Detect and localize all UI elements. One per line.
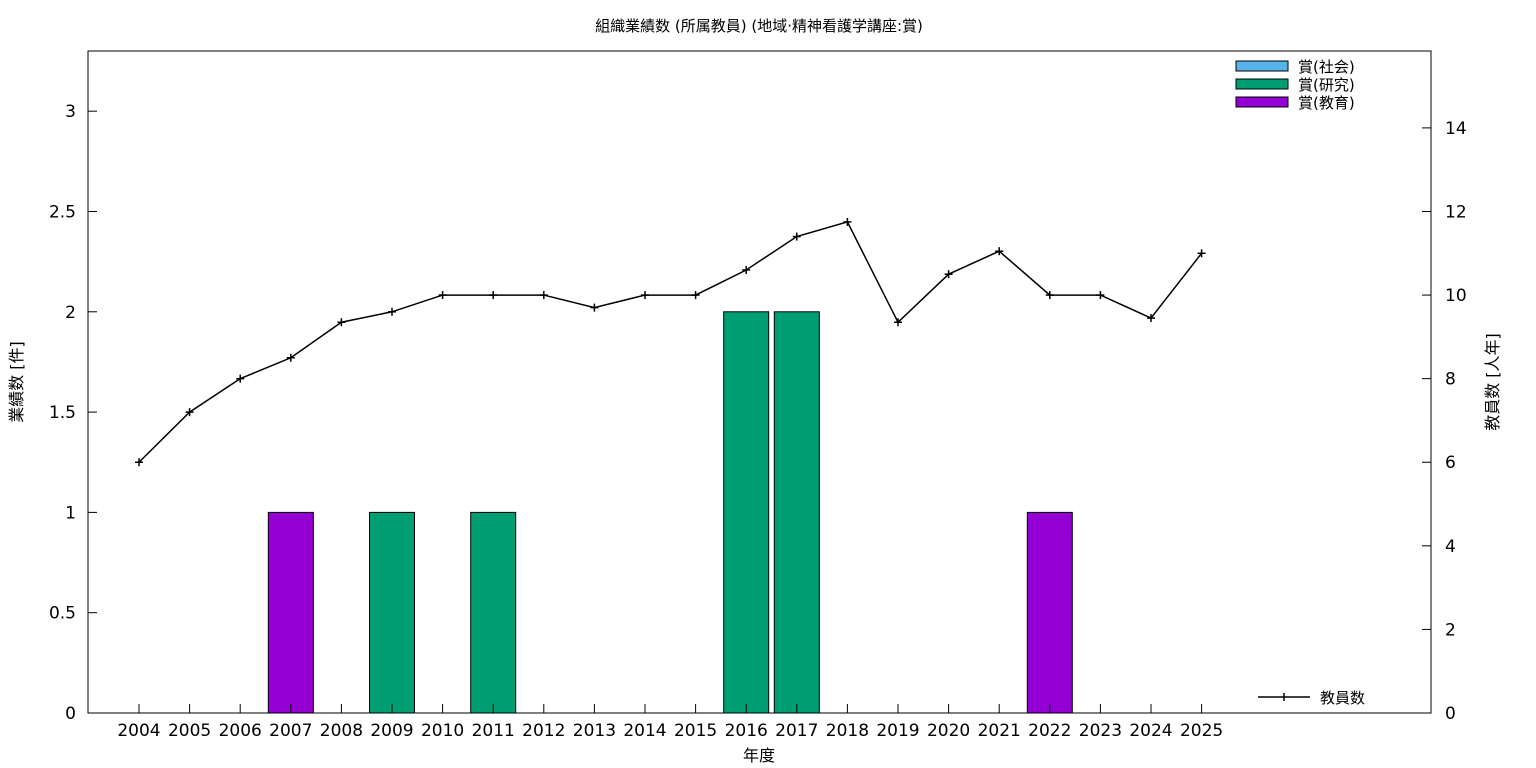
y-tick-label: 0: [65, 704, 76, 724]
bar-2022-series-2: [1026, 511, 1073, 714]
line-point-2014: [641, 291, 649, 300]
axes-group: 0 0.5 1 1.5 2 2.5 3 0 2 4 6 8 10 12 14 2004 2005 2006 2007…: [49, 102, 1467, 741]
y-tick-label: 3: [65, 102, 76, 122]
x-tick-label: 2019: [876, 721, 919, 741]
x-tick-label: 2021: [978, 721, 1021, 741]
line-point-2005: [185, 408, 194, 417]
line-point-2021: [995, 247, 1004, 256]
y2-axis-label: 教員数 [人年]: [1483, 333, 1502, 431]
bar-group: [267, 311, 1073, 714]
line-point-2004: [135, 458, 143, 467]
bar-2017-series-1: [773, 311, 820, 714]
line-faculty-count: [138, 221, 1203, 463]
line-point-2016: [742, 265, 751, 274]
x-tick-label: 2022: [1028, 721, 1071, 741]
line-point-2007: [286, 353, 295, 362]
x-tick-label: 2011: [472, 721, 515, 741]
line-point-2017: [792, 232, 801, 241]
y2-tick-label: 8: [1445, 370, 1456, 390]
line-point-2010: [438, 291, 447, 300]
line-point-2008: [337, 318, 346, 327]
x-tick-label: 2017: [775, 721, 818, 741]
bar-2016-series-1: [723, 311, 770, 714]
y2-tick-label: 4: [1445, 537, 1456, 557]
x-tick-label: 2007: [269, 721, 312, 741]
line-point-2024: [1147, 314, 1155, 323]
line-series-group: [135, 217, 1206, 467]
line-point-2011: [489, 291, 498, 300]
bar-2011-series-1: [470, 511, 517, 714]
y2-tick-label: 6: [1445, 453, 1456, 473]
legend-swatch-2: [1235, 96, 1289, 108]
line-point-2020: [944, 270, 953, 279]
x-tick-label: 2004: [117, 721, 160, 741]
y-tick-label: 2: [65, 303, 76, 323]
legend-swatch-1: [1235, 78, 1289, 90]
x-tick-label: 2015: [674, 721, 717, 741]
y-tick-label: 1: [65, 503, 76, 523]
legend: 賞(社会)賞(研究)賞(教育): [1235, 58, 1355, 112]
y2-tick-label: 14: [1445, 119, 1467, 139]
x-tick-label: 2006: [219, 721, 262, 741]
x-tick-label: 2005: [168, 721, 211, 741]
line-point-2022: [1045, 291, 1054, 300]
x-tick-label: 2020: [927, 721, 970, 741]
legend-label-0: 賞(社会): [1298, 58, 1355, 76]
bar-2007-series-2: [267, 511, 314, 714]
x-axis-label: 年度: [743, 746, 775, 765]
chart-title: 組織業績数 (所属教員) (地域·精神看護学講座:賞): [595, 17, 923, 35]
x-tick-label: 2024: [1129, 721, 1172, 741]
x-tick-label: 2018: [826, 721, 869, 741]
x-tick-label: 2012: [522, 721, 565, 741]
y-tick-label: 0.5: [49, 604, 76, 624]
y-tick-label: 2.5: [49, 202, 76, 222]
x-tick-label: 2010: [421, 721, 464, 741]
y2-tick-label: 2: [1445, 620, 1456, 640]
line-legend: 教員数: [1258, 689, 1365, 707]
line-point-2019: [894, 318, 902, 327]
line-point-2018: [843, 217, 852, 226]
legend-label-2: 賞(教育): [1298, 94, 1355, 112]
line-point-2025: [1197, 249, 1206, 258]
line-point-2013: [590, 303, 599, 312]
y2-tick-label: 0: [1445, 704, 1456, 724]
line-point-2012: [539, 291, 548, 300]
x-tick-label: 2014: [623, 721, 666, 741]
x-tick-label: 2009: [370, 721, 413, 741]
x-tick-label: 2008: [320, 721, 363, 741]
line-legend-label: 教員数: [1320, 689, 1365, 707]
legend-swatch-0: [1235, 60, 1289, 72]
line-point-2015: [691, 291, 700, 300]
y-axis-label: 業績数 [件]: [7, 341, 26, 423]
x-tick-label: 2023: [1079, 721, 1122, 741]
legend-label-1: 賞(研究): [1298, 76, 1355, 94]
x-tick-label: 2025: [1180, 721, 1223, 741]
line-point-2006: [236, 374, 245, 383]
x-tick-label: 2013: [573, 721, 616, 741]
bar-2009-series-1: [369, 511, 415, 714]
x-tick-label: 2016: [725, 721, 768, 741]
y2-tick-label: 10: [1445, 286, 1467, 306]
line-point-2009: [388, 307, 396, 316]
y-tick-label: 1.5: [49, 403, 76, 423]
line-point-2023: [1096, 291, 1105, 300]
y2-tick-label: 12: [1445, 202, 1467, 222]
